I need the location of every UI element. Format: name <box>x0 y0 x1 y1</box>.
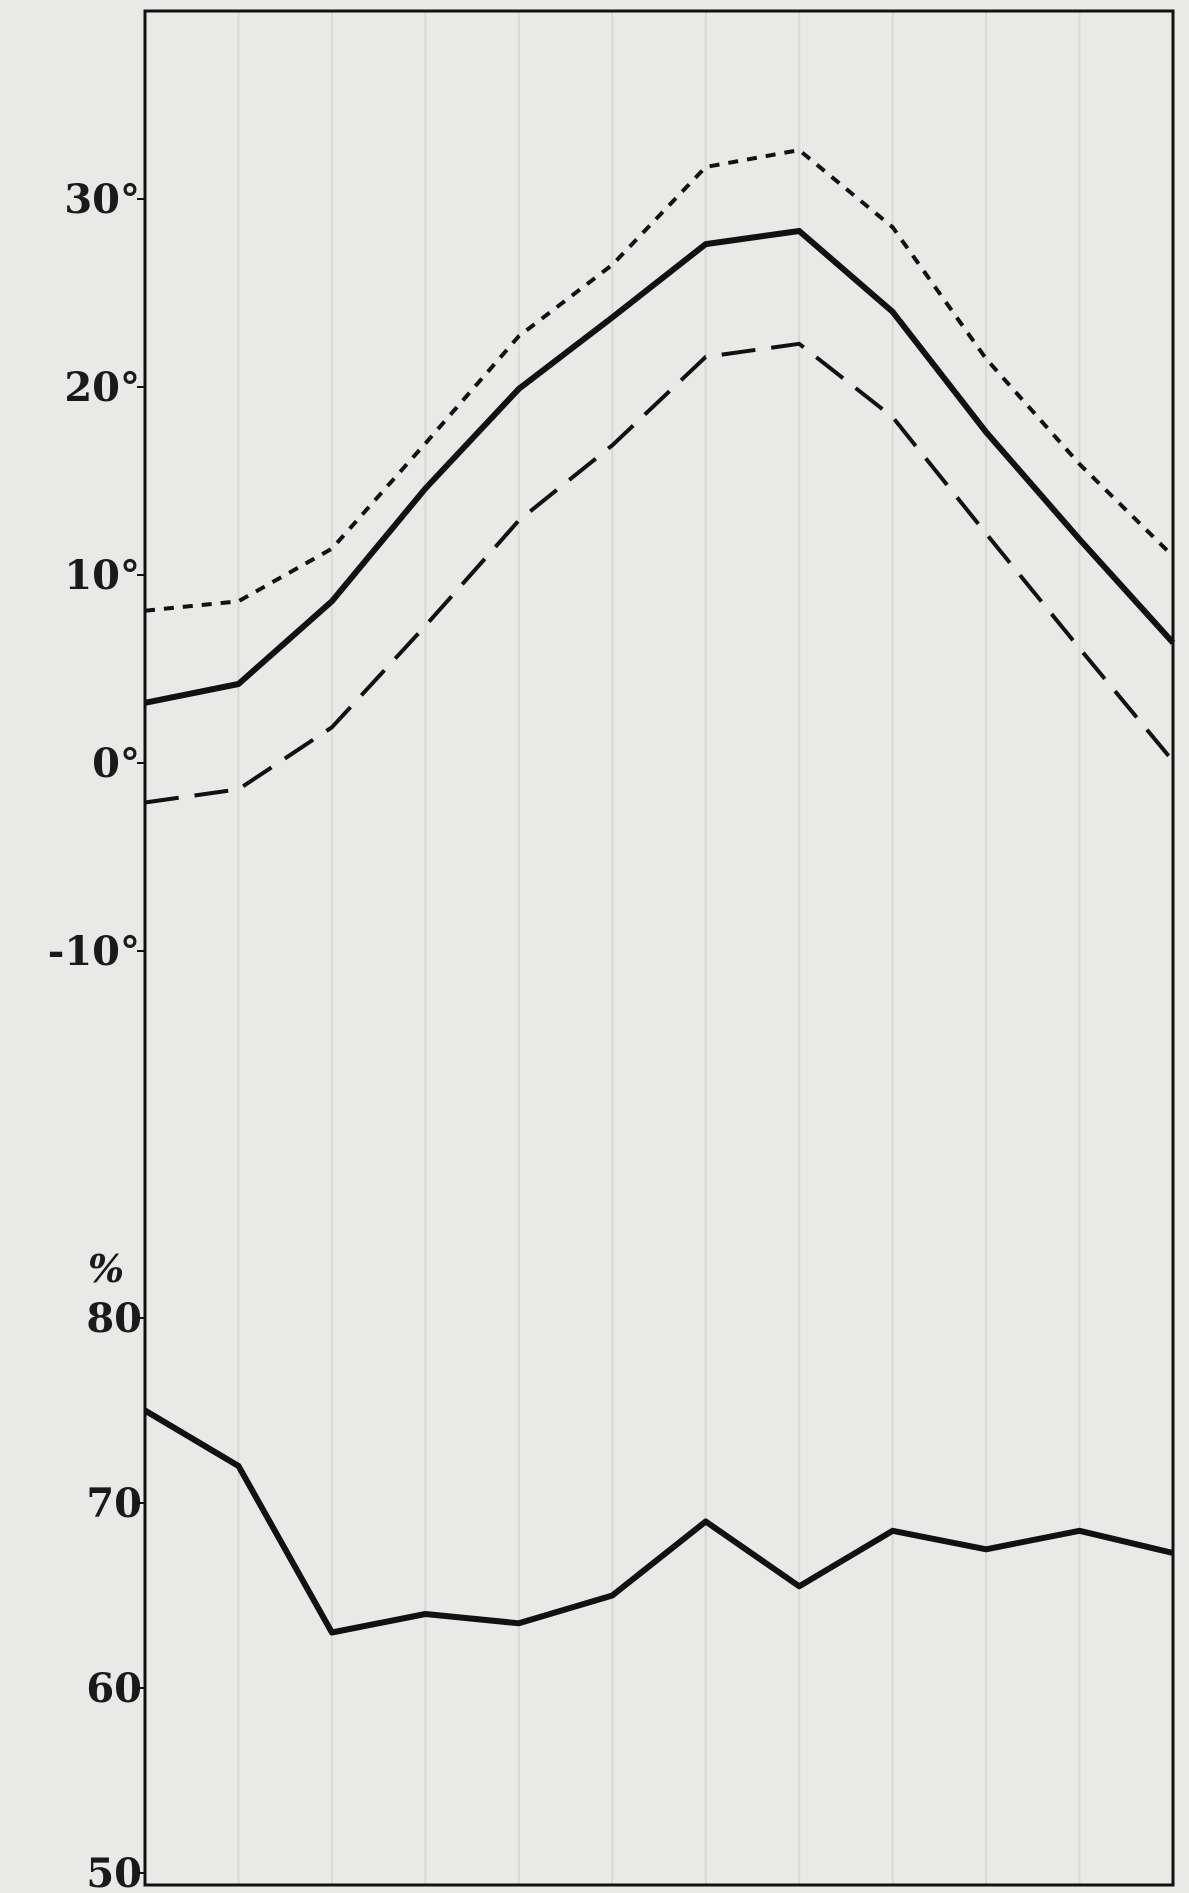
humidity-series-solid-line <box>143 1407 1174 1636</box>
humidity-unit-label: % <box>88 1246 124 1291</box>
temperature-series-dotted-line <box>144 148 1175 613</box>
humidity-axis: %80 70 60 50 <box>86 1246 145 1893</box>
humidity-tick-label: 50 <box>86 1850 142 1893</box>
temperature-axis: 30° 20° 10° 0° -10° <box>48 176 145 975</box>
temperature-tick-label: -10° <box>48 928 140 975</box>
plot-frame <box>143 9 1175 1887</box>
humidity-tick-label: 80 <box>86 1295 142 1342</box>
temperature-tick-label: 0° <box>92 740 140 787</box>
humidity-tick-label: 60 <box>86 1665 142 1712</box>
series-layer <box>143 148 1176 1636</box>
temperature-tick-label: 30° <box>64 176 140 223</box>
temperature-series-dashed-line <box>144 341 1175 805</box>
temperature-tick-label: 10° <box>64 552 140 599</box>
humidity-tick-label: 70 <box>86 1480 142 1527</box>
temperature-series-solid-line <box>144 228 1176 706</box>
temperature-tick-label: 20° <box>64 364 140 411</box>
grid-lines <box>237 11 1081 1885</box>
